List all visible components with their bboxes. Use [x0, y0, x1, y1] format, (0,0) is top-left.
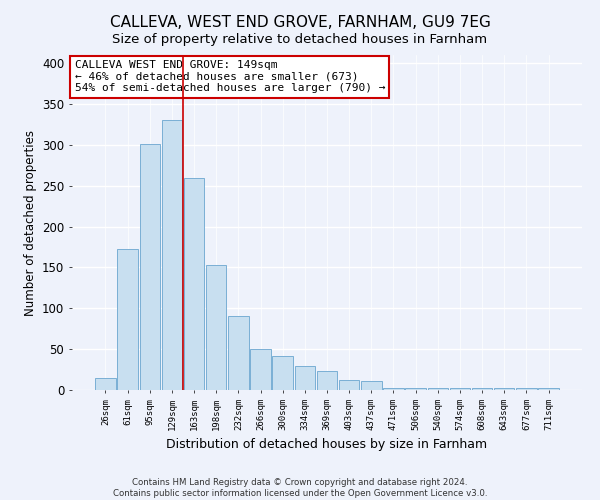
- Text: CALLEVA, WEST END GROVE, FARNHAM, GU9 7EG: CALLEVA, WEST END GROVE, FARNHAM, GU9 7E…: [110, 15, 490, 30]
- Bar: [516, 388, 536, 390]
- Bar: [206, 265, 226, 390]
- Text: Size of property relative to detached houses in Farnham: Size of property relative to detached ho…: [112, 32, 488, 46]
- Bar: [339, 380, 359, 390]
- Bar: [95, 378, 116, 390]
- Bar: [118, 250, 138, 390]
- Bar: [361, 381, 382, 390]
- Bar: [383, 388, 404, 390]
- Bar: [184, 178, 204, 390]
- Bar: [161, 120, 182, 390]
- Bar: [250, 349, 271, 390]
- Bar: [406, 388, 426, 390]
- Bar: [450, 388, 470, 390]
- Bar: [317, 371, 337, 390]
- Bar: [295, 366, 315, 390]
- Bar: [272, 356, 293, 390]
- Bar: [472, 388, 493, 390]
- Bar: [538, 388, 559, 390]
- Y-axis label: Number of detached properties: Number of detached properties: [23, 130, 37, 316]
- Bar: [428, 388, 448, 390]
- Bar: [494, 388, 514, 390]
- Bar: [140, 144, 160, 390]
- X-axis label: Distribution of detached houses by size in Farnham: Distribution of detached houses by size …: [166, 438, 488, 451]
- Text: Contains HM Land Registry data © Crown copyright and database right 2024.
Contai: Contains HM Land Registry data © Crown c…: [113, 478, 487, 498]
- Bar: [228, 316, 248, 390]
- Text: CALLEVA WEST END GROVE: 149sqm
← 46% of detached houses are smaller (673)
54% of: CALLEVA WEST END GROVE: 149sqm ← 46% of …: [74, 60, 385, 93]
